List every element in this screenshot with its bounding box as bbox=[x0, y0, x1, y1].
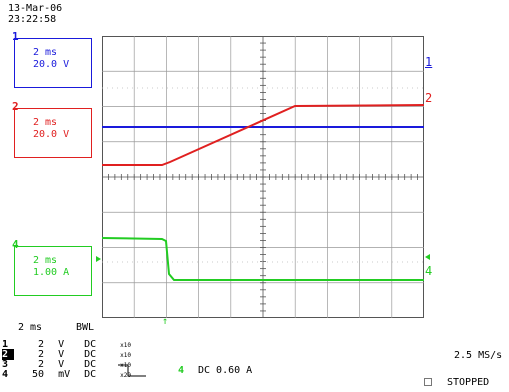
row-4-scale: 50 bbox=[31, 369, 45, 380]
trigger-channel: 4 bbox=[178, 365, 185, 376]
time-label: 23:22:58 bbox=[8, 14, 57, 25]
row-1-scale: 2 bbox=[38, 339, 45, 350]
trigger-position-icon: ↑ bbox=[162, 316, 169, 327]
channel-4-level-arrow-right bbox=[425, 254, 430, 260]
row-3-coupling: DC bbox=[84, 359, 97, 370]
channel-4-marker: 4 bbox=[425, 264, 433, 278]
row-3-unit: V bbox=[58, 359, 65, 370]
channel-2-box[interactable]: 2 2 ms 20.0 V bbox=[12, 100, 92, 158]
date-label: 13-Mar-06 bbox=[8, 3, 63, 14]
row-4-note: x20 bbox=[120, 372, 131, 379]
sample-rate: 2.5 MS/s bbox=[454, 350, 503, 361]
row-4-coupling: DC bbox=[84, 369, 97, 380]
row-1-unit: V bbox=[58, 339, 65, 350]
status-label: STOPPED bbox=[447, 377, 490, 388]
footer-row-2: 2 2 V DC x10 bbox=[2, 349, 131, 360]
channel-1-scale: 20.0 V bbox=[33, 59, 70, 70]
row-2-note: x10 bbox=[120, 352, 131, 359]
row-3-scale: 2 bbox=[38, 359, 45, 370]
channel-1-timebase: 2 ms bbox=[33, 47, 58, 58]
footer-timebase: 2 ms bbox=[18, 322, 43, 333]
channel-4-ground-arrow-left bbox=[96, 256, 101, 262]
row-1-channel: 1 bbox=[2, 339, 9, 350]
channel-2-scale: 20.0 V bbox=[33, 129, 70, 140]
row-1-note: x10 bbox=[120, 342, 131, 349]
oscilloscope-grid[interactable] bbox=[102, 36, 424, 318]
row-2-unit: V bbox=[58, 349, 65, 360]
channel-2-timebase: 2 ms bbox=[33, 117, 58, 128]
channel-4-box[interactable]: 4 2 ms 1.00 A bbox=[12, 238, 92, 296]
channel-2-number: 2 bbox=[12, 100, 19, 113]
channel-4-trace bbox=[102, 237, 424, 281]
channel-1-marker: 1 bbox=[425, 55, 433, 69]
stopped-checkbox[interactable] bbox=[424, 378, 432, 386]
row-4-channel: 4 bbox=[2, 369, 9, 380]
trigger-level: DC 0.60 A bbox=[198, 365, 253, 376]
channel-1-box[interactable]: 1 2 ms 20.0 V bbox=[12, 30, 92, 88]
channel-2-trace bbox=[102, 104, 424, 166]
footer-bwl: BWL bbox=[76, 322, 95, 333]
row-3-channel: 3 bbox=[2, 359, 9, 370]
trigger-edge-icon bbox=[118, 364, 146, 377]
row-2-scale: 2 bbox=[38, 349, 45, 360]
footer-row-4: 4 50 mV DC x20 bbox=[2, 369, 131, 380]
channel-4-number: 4 bbox=[12, 238, 19, 251]
row-2-channel: 2 bbox=[2, 349, 14, 360]
datetime: 13-Mar-06 23:22:58 bbox=[8, 3, 62, 25]
channel-4-timebase: 2 ms bbox=[33, 255, 58, 266]
channel-4-scale: 1.00 A bbox=[33, 267, 70, 278]
channel-1-number: 1 bbox=[12, 30, 19, 43]
row-4-unit: mV bbox=[58, 369, 71, 380]
footer-row-1: 1 2 V DC x10 bbox=[2, 339, 131, 350]
channel-2-marker: 2 bbox=[425, 91, 433, 105]
row-2-coupling: DC bbox=[84, 349, 97, 360]
row-1-coupling: DC bbox=[84, 339, 97, 350]
